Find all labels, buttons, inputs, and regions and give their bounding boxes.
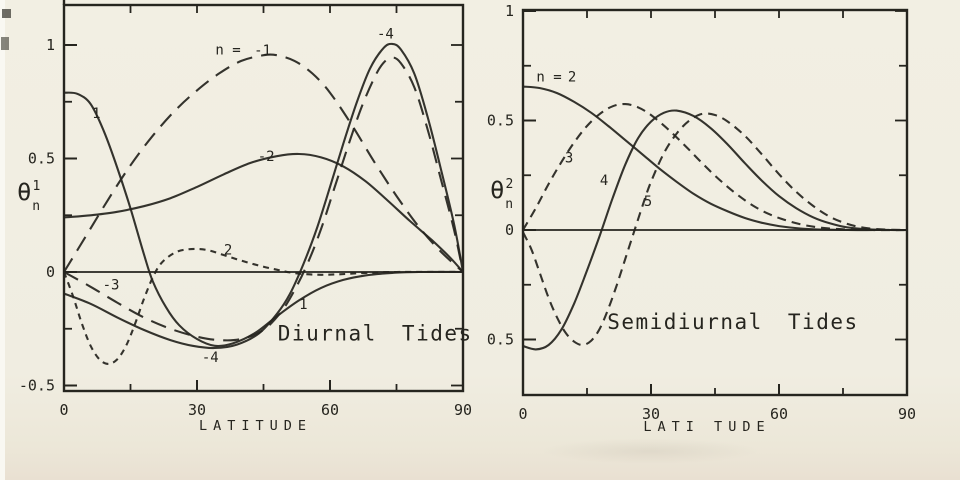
curve-n-2 (63, 152, 464, 273)
curve-n3 (522, 103, 908, 232)
curve-n2 (63, 247, 464, 365)
curve-n-3 (63, 56, 465, 342)
curve-n2 (522, 85, 907, 232)
x-tick-label: 60 (770, 405, 788, 423)
curve-label: 2 (568, 70, 576, 86)
semidiurnal-tide-chart: 0 30 60 90 1 0.5 0 0.5 n = 2 3 4 5 Semidiurnal Tides L… (487, 2, 916, 435)
curve-label: 4 (600, 173, 608, 189)
curve-n1 (63, 91, 464, 348)
curve-label: -4 (377, 27, 394, 43)
chart-title: Diurnal Tides (278, 321, 473, 345)
x-tick-label: 90 (454, 401, 472, 419)
x-tick-label: 0 (518, 405, 527, 423)
scan-smudge (540, 438, 760, 464)
curve-n5 (522, 112, 908, 347)
x-tick-label: 0 (59, 401, 68, 419)
scan-edge-strip (0, 0, 5, 480)
y-tick-label: 0.5 (487, 331, 514, 349)
y-tick-label: 0 (505, 221, 514, 239)
y-tick-label: 0.5 (487, 112, 514, 130)
chart-title: Semidiurnal Tides (607, 310, 858, 334)
curve-label: 5 (644, 194, 652, 210)
y-axis-title: θ1 n (17, 178, 40, 214)
curve-label: n = (536, 70, 561, 86)
scan-artifact-mark (1, 37, 9, 50)
curve-label: -2 (258, 149, 275, 165)
y-tick-label: 1 (46, 36, 55, 54)
y-axis-title: θ2 n (490, 176, 513, 212)
curve-label: -3 (103, 277, 120, 293)
plot-frame (521, 8, 909, 397)
curve-label: 3 (565, 151, 573, 167)
y-tick-label: 0 (46, 263, 55, 281)
curve-label: n = (215, 43, 240, 59)
y-tick-label: 0.5 (28, 150, 55, 168)
curve-n-4 (63, 42, 465, 350)
curve-n-1 (63, 53, 464, 273)
x-tick-label: 60 (321, 401, 339, 419)
curve-label: -4 (202, 350, 219, 366)
y-tick-label: -0.5 (19, 377, 55, 395)
scan-artifact-mark (2, 9, 11, 18)
y-tick-label: 1 (505, 2, 514, 20)
curve-label: -1 (254, 43, 271, 59)
x-axis-title: LATI TUDE (643, 419, 770, 435)
curve-label: 1 (299, 297, 307, 313)
curve-label: 2 (224, 242, 232, 258)
x-tick-label: 30 (188, 401, 206, 419)
x-tick-label: 90 (898, 405, 916, 423)
x-tick-label: 30 (642, 405, 660, 423)
curve-n4 (522, 109, 908, 351)
curve-label: 1 (92, 106, 100, 122)
x-axis-title: LATITUDE (199, 418, 312, 434)
